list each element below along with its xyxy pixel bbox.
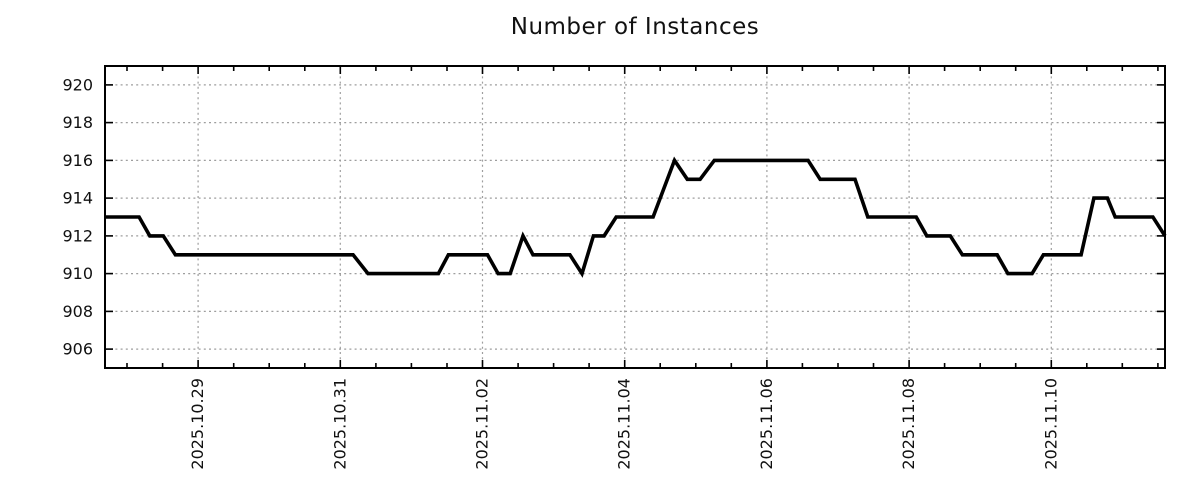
y-tick-label: 906 [62, 340, 93, 359]
y-tick-label: 910 [62, 264, 93, 283]
x-tick-label: 2025.11.08 [899, 378, 918, 470]
y-tick-labels: 906 908 910 912 914 916 918 920 [62, 75, 93, 358]
x-tick-label: 2025.11.06 [757, 378, 776, 470]
x-tick-label: 2025.10.29 [188, 378, 207, 470]
x-tick-label: 2025.10.31 [330, 378, 349, 470]
y-tick-label: 918 [62, 113, 93, 132]
y-tick-label: 914 [62, 189, 93, 208]
x-tick-labels: 2025.10.29 2025.10.31 2025.11.02 2025.11.04… [188, 378, 1060, 470]
y-tick-label: 920 [62, 75, 93, 94]
x-tick-label: 2025.11.02 [473, 378, 492, 470]
y-tick-label: 916 [62, 151, 93, 170]
plot-border [104, 65, 1166, 369]
series-line-instances [105, 156, 1167, 278]
y-tick-label: 908 [62, 302, 93, 321]
x-tick-label: 2025.11.04 [615, 378, 634, 470]
chart-title: Number of Instances [510, 14, 760, 40]
y-tick-label: 912 [62, 226, 93, 245]
axis-ticks [105, 66, 1165, 368]
x-tick-label: 2025.11.10 [1041, 378, 1060, 470]
